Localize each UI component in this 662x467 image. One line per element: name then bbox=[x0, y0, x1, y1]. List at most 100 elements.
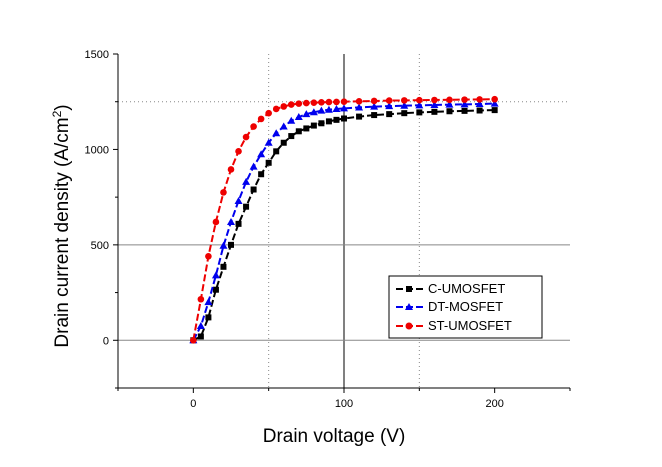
data-point bbox=[205, 253, 212, 260]
data-point bbox=[318, 98, 325, 106]
data-point bbox=[446, 108, 453, 115]
data-point bbox=[310, 122, 317, 129]
series-st-umosfet bbox=[190, 95, 498, 344]
data-point bbox=[309, 108, 318, 116]
legend-entry-c-umosfet: C-UMOSFET bbox=[396, 281, 505, 296]
data-point bbox=[211, 271, 220, 279]
data-point bbox=[205, 314, 212, 321]
data-point bbox=[317, 106, 326, 114]
data-point bbox=[400, 101, 409, 109]
data-point bbox=[333, 116, 340, 123]
data-point bbox=[279, 122, 288, 130]
data-point bbox=[302, 110, 311, 118]
data-point bbox=[460, 100, 469, 108]
data-point bbox=[219, 241, 228, 249]
data-point bbox=[257, 115, 265, 123]
data-point bbox=[197, 333, 204, 340]
legend-label-dt-mosfet: DT-MOSFET bbox=[428, 299, 503, 314]
x-tick-label: 0 bbox=[190, 398, 196, 410]
data-point bbox=[355, 103, 364, 111]
data-point bbox=[190, 336, 197, 344]
data-point bbox=[476, 107, 483, 114]
data-point bbox=[249, 162, 258, 170]
data-point bbox=[250, 123, 257, 130]
data-point bbox=[243, 203, 250, 210]
legend-marker-triangle bbox=[405, 303, 413, 310]
ticks: 0 500 1000 1500 0 100 200 bbox=[85, 49, 571, 410]
data-point bbox=[220, 263, 227, 270]
y-axis-title-superscript: 2 bbox=[50, 110, 64, 117]
y-tick-label: 500 bbox=[91, 240, 109, 252]
data-point bbox=[273, 148, 280, 155]
data-point bbox=[265, 159, 272, 166]
data-point bbox=[227, 217, 235, 225]
legend-entry-st-umosfet: ST-UMOSFET bbox=[396, 318, 512, 333]
data-point bbox=[234, 196, 243, 204]
y-axis-title-close: ) bbox=[52, 104, 73, 110]
data-point bbox=[475, 100, 484, 108]
data-point bbox=[264, 138, 273, 146]
data-point bbox=[197, 295, 205, 303]
data-point bbox=[355, 98, 363, 105]
data-point bbox=[431, 108, 438, 115]
x-tick-label: 100 bbox=[335, 398, 353, 410]
data-point bbox=[416, 96, 423, 104]
data-point bbox=[257, 150, 266, 158]
data-point bbox=[340, 104, 348, 112]
data-point bbox=[220, 189, 227, 196]
data-point bbox=[461, 107, 468, 114]
data-point bbox=[294, 112, 303, 120]
legend-entry-dt-mosfet: DT-MOSFET bbox=[396, 299, 503, 314]
data-point bbox=[280, 103, 288, 110]
data-point bbox=[228, 241, 234, 248]
data-point bbox=[235, 220, 242, 227]
data-point bbox=[416, 109, 423, 116]
data-point bbox=[370, 102, 379, 110]
data-point bbox=[235, 148, 242, 155]
data-point bbox=[333, 98, 340, 106]
data-point bbox=[212, 286, 219, 293]
data-point bbox=[415, 101, 424, 109]
data-point bbox=[272, 105, 280, 113]
x-tick-label: 200 bbox=[485, 398, 503, 410]
data-point bbox=[295, 128, 302, 135]
data-point bbox=[431, 96, 438, 104]
data-point bbox=[287, 116, 296, 124]
series-layer bbox=[189, 95, 499, 344]
data-point bbox=[491, 107, 498, 114]
data-point bbox=[340, 98, 348, 106]
data-point bbox=[288, 133, 295, 140]
data-point bbox=[287, 101, 295, 108]
legend-marker-circle bbox=[405, 322, 413, 330]
legend-marker-square bbox=[406, 286, 412, 292]
data-point bbox=[400, 97, 408, 104]
data-point bbox=[356, 113, 363, 120]
y-tick-label: 1000 bbox=[85, 144, 109, 156]
data-point bbox=[242, 133, 250, 141]
data-point bbox=[332, 104, 341, 112]
data-point bbox=[445, 100, 454, 108]
data-point bbox=[371, 112, 378, 119]
data-point bbox=[280, 139, 287, 146]
data-point bbox=[324, 105, 333, 113]
y-axis-title-main: Drain current density (A/cm bbox=[52, 117, 73, 347]
data-point bbox=[310, 99, 318, 106]
data-point bbox=[212, 218, 220, 226]
data-point bbox=[385, 102, 394, 110]
data-point bbox=[490, 99, 499, 107]
data-point bbox=[325, 118, 332, 125]
data-point bbox=[401, 110, 408, 117]
data-point bbox=[242, 177, 251, 185]
data-point bbox=[491, 95, 498, 103]
data-point bbox=[272, 129, 281, 137]
data-point bbox=[303, 125, 310, 132]
series-dt-mosfet bbox=[189, 99, 499, 344]
data-point bbox=[385, 97, 393, 104]
data-point bbox=[250, 186, 257, 193]
data-point bbox=[325, 98, 333, 106]
data-point bbox=[265, 109, 272, 117]
data-point bbox=[461, 96, 468, 103]
data-point bbox=[386, 111, 393, 118]
legend-label-st-umosfet: ST-UMOSFET bbox=[428, 318, 512, 333]
data-point bbox=[227, 166, 235, 173]
